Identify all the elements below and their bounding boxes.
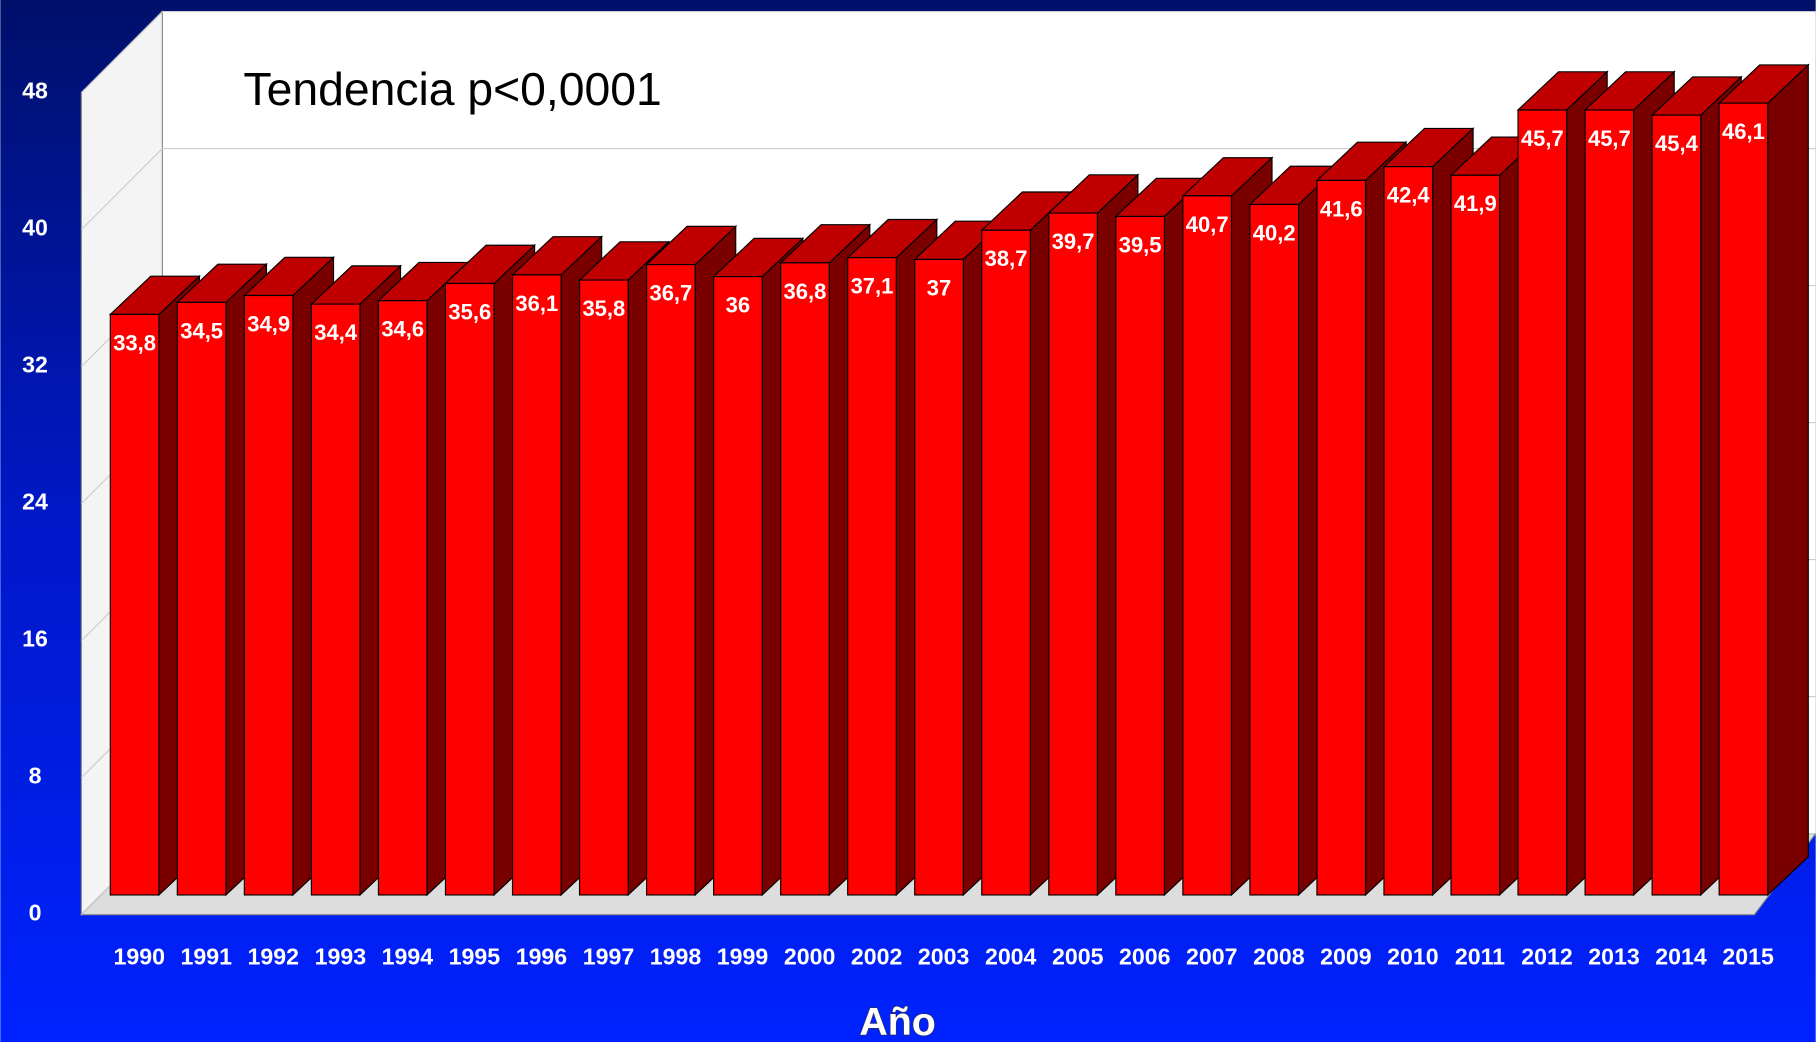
data-label: 34,4 — [314, 320, 358, 345]
x-tick-label: 1990 — [113, 944, 164, 970]
x-tick-label: 2009 — [1320, 944, 1372, 970]
bar — [645, 263, 696, 896]
data-label: 46,1 — [1722, 119, 1765, 144]
data-label: 40,2 — [1253, 220, 1296, 245]
bar — [1584, 109, 1635, 896]
x-tick-label: 1999 — [717, 944, 769, 970]
data-label: 33,8 — [113, 330, 156, 355]
data-label: 45,4 — [1655, 131, 1699, 156]
bar — [578, 279, 629, 896]
y-tick-label: 8 — [29, 763, 42, 789]
bar — [1450, 174, 1501, 896]
data-label: 37,1 — [851, 274, 894, 299]
data-label: 42,4 — [1387, 183, 1431, 208]
bar — [377, 300, 428, 896]
data-label: 37 — [927, 275, 951, 300]
x-tick-label: 2010 — [1387, 944, 1438, 970]
bar — [109, 313, 160, 896]
bar — [1383, 166, 1434, 896]
x-tick-label: 2007 — [1186, 944, 1237, 970]
x-tick-label: 2011 — [1455, 944, 1505, 970]
x-tick-label: 1994 — [382, 944, 434, 970]
y-tick-label: 16 — [22, 626, 48, 652]
y-tick-label: 0 — [29, 900, 42, 926]
bar — [1115, 215, 1166, 896]
data-label: 41,6 — [1320, 196, 1363, 221]
bar — [914, 258, 964, 896]
y-tick-label: 32 — [22, 352, 48, 378]
bar — [981, 229, 1031, 896]
x-tick-label: 2004 — [985, 944, 1037, 970]
data-label: 34,9 — [247, 311, 290, 336]
x-tick-label: 1991 — [181, 944, 233, 970]
x-tick-label: 2013 — [1588, 944, 1640, 970]
data-label: 35,6 — [448, 299, 491, 324]
x-tick-label: 1992 — [248, 944, 299, 970]
data-label: 39,7 — [1052, 229, 1095, 254]
x-tick-label: 2000 — [784, 944, 835, 970]
x-tick-label: 1997 — [583, 944, 634, 970]
x-tick-label: 2002 — [851, 944, 902, 970]
x-tick-label: 2014 — [1655, 944, 1707, 970]
x-tick-label: 1996 — [516, 944, 568, 970]
grid-line — [80, 148, 163, 231]
data-label: 34,6 — [381, 317, 424, 342]
bar — [243, 294, 294, 896]
data-label: 36,7 — [649, 280, 692, 305]
data-label: 45,7 — [1588, 126, 1631, 151]
data-label: 45,7 — [1521, 126, 1564, 151]
data-label: 39,5 — [1119, 232, 1162, 257]
data-label: 36,1 — [515, 291, 558, 316]
data-label: 36,8 — [784, 279, 827, 304]
bar — [1182, 195, 1233, 896]
bar — [1718, 102, 1769, 896]
y-tick-label: 40 — [22, 215, 48, 241]
data-label: 35,8 — [582, 296, 625, 321]
x-tick-label: 2012 — [1521, 944, 1572, 970]
bar — [780, 262, 830, 896]
bar — [1651, 114, 1702, 896]
x-tick-label: 2006 — [1119, 944, 1171, 970]
x-tick-label: 2003 — [918, 944, 970, 970]
bar — [444, 282, 495, 896]
y-tick-label: 48 — [22, 78, 48, 104]
bar-side — [1767, 63, 1809, 897]
bar — [511, 274, 562, 896]
bar — [713, 276, 763, 896]
x-tick-label: 1993 — [315, 944, 367, 970]
bar — [1316, 179, 1367, 896]
annotation: Tendencia p<0,0001 — [243, 63, 661, 115]
y-tick-label: 24 — [22, 489, 48, 515]
bar — [1249, 203, 1300, 896]
grid-line — [80, 11, 163, 94]
data-label: 36 — [726, 293, 750, 318]
x-tick-label: 2015 — [1722, 944, 1774, 970]
bar — [1048, 212, 1098, 896]
data-label: 40,7 — [1186, 212, 1229, 237]
bar — [1517, 109, 1568, 896]
x-tick-label: 2005 — [1052, 944, 1104, 970]
x-tick-label: 1995 — [449, 944, 501, 970]
bar — [176, 301, 227, 896]
bar — [310, 303, 361, 896]
bar — [847, 257, 897, 896]
data-label: 38,7 — [985, 246, 1028, 271]
data-label: 34,5 — [180, 318, 223, 343]
x-axis-title: Año — [859, 1000, 936, 1042]
data-label: 41,9 — [1454, 191, 1497, 216]
x-tick-label: 2008 — [1253, 944, 1305, 970]
x-tick-label: 1998 — [650, 944, 702, 970]
